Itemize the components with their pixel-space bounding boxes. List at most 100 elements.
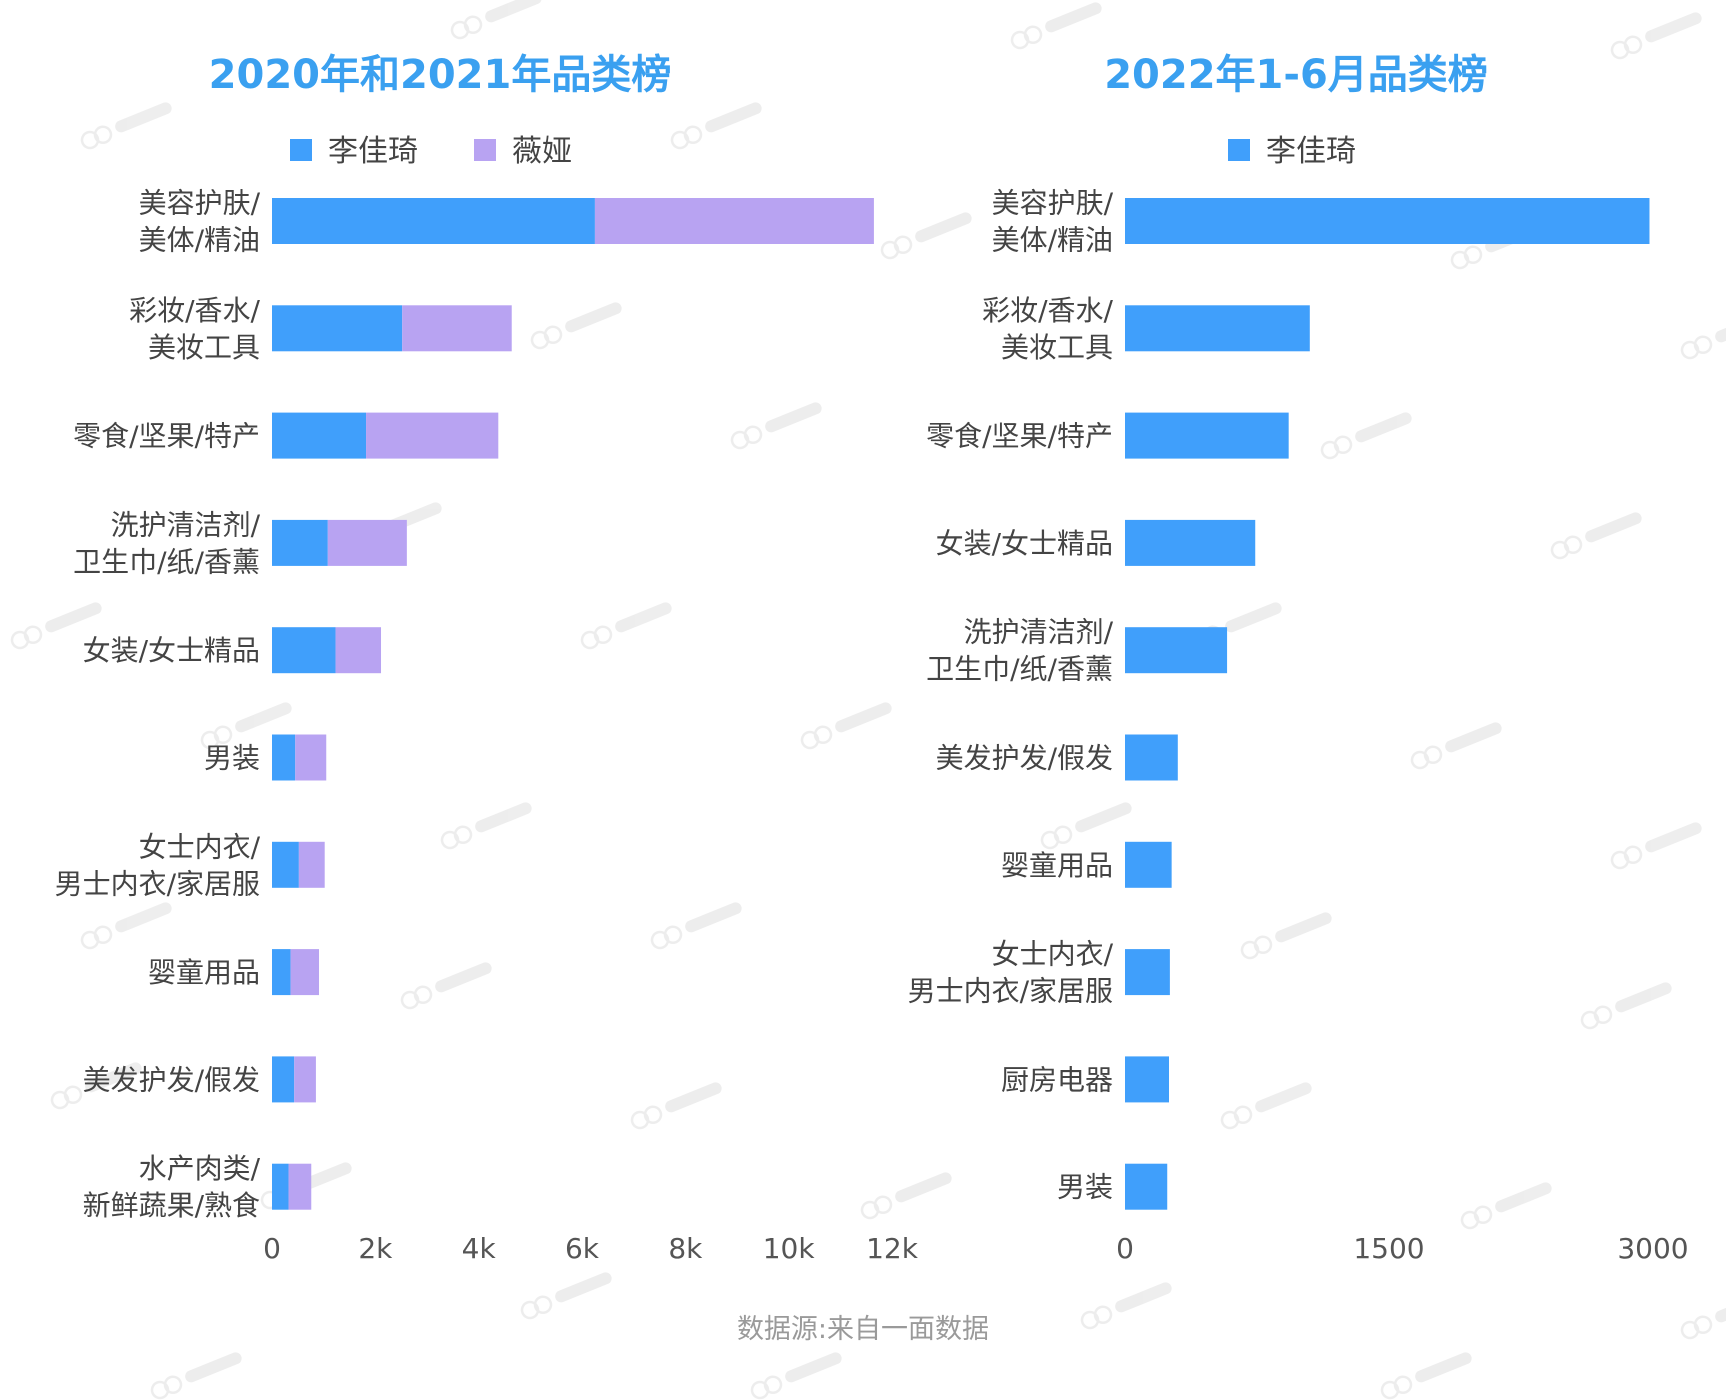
category-label: 水产肉类/新鲜蔬果/熟食 — [83, 1152, 261, 1222]
x-tick-label: 2k — [358, 1232, 393, 1265]
bar-li — [1125, 1163, 1168, 1210]
bar-wei — [402, 305, 512, 352]
bar-li — [272, 198, 595, 244]
watermark-logo — [1680, 1292, 1726, 1340]
watermark-logo — [1240, 912, 1332, 960]
watermark-logo — [1610, 12, 1702, 60]
watermark-logo — [200, 702, 292, 750]
watermark-logo — [880, 212, 972, 260]
bar-wei — [294, 1056, 316, 1103]
legend-swatch — [1228, 139, 1250, 161]
category-label: 美发护发/假发 — [83, 1063, 260, 1096]
category-label: 零食/坚果/特产 — [926, 420, 1113, 453]
watermark-logo — [10, 602, 102, 650]
bar-wei — [295, 734, 327, 781]
watermark-logo — [730, 402, 822, 450]
watermark-logo — [50, 1062, 142, 1110]
bar-li — [272, 1163, 289, 1210]
watermark-logo — [1220, 1082, 1312, 1130]
category-label: 零食/坚果/特产 — [73, 420, 260, 453]
watermark-logo — [1550, 512, 1642, 560]
category-label: 美容护肤/美体/精油 — [139, 187, 261, 257]
chart-title: 2020年和2021年品类榜 — [209, 52, 672, 98]
watermark-logo — [1320, 412, 1412, 460]
legend-label: 李佳琦 — [1266, 134, 1356, 169]
bar-li — [1125, 841, 1172, 888]
category-label: 女装/女士精品 — [936, 527, 1113, 560]
watermark-logo — [670, 102, 762, 150]
x-tick-label: 10k — [763, 1232, 816, 1265]
watermark-logo — [1040, 802, 1132, 850]
bar-li — [1125, 519, 1256, 566]
bar-wei — [327, 519, 407, 566]
category-label: 厨房电器 — [1001, 1063, 1113, 1096]
legend-swatch — [474, 139, 496, 161]
category-label: 男装 — [1057, 1171, 1113, 1204]
bar-wei — [290, 949, 320, 996]
bar-li — [1125, 949, 1170, 996]
x-tick-label: 12k — [866, 1232, 919, 1265]
bar-li — [272, 305, 403, 352]
watermark-logo — [530, 302, 622, 350]
watermark-logo — [1460, 1182, 1552, 1230]
legend-swatch — [290, 139, 312, 161]
bar-li — [1125, 734, 1178, 781]
bar-li — [272, 841, 299, 888]
watermark-logo — [630, 1082, 722, 1130]
watermark-logo — [400, 962, 492, 1010]
watermark-logo — [450, 0, 542, 40]
category-label: 女士内衣/男士内衣/家居服 — [55, 830, 261, 900]
category-label: 洗护清洁剂/卫生巾/纸/香薰 — [73, 508, 260, 578]
bar-wei — [366, 412, 499, 459]
watermark-logo — [860, 1172, 952, 1220]
watermark-logo — [1410, 722, 1502, 770]
category-label: 洗护清洁剂/卫生巾/纸/香薰 — [926, 616, 1113, 686]
category-label: 婴童用品 — [148, 956, 260, 989]
watermark-logo — [1080, 1282, 1172, 1330]
x-tick-label: 0 — [263, 1232, 281, 1265]
bar-li — [1125, 1056, 1169, 1103]
watermark-logo — [150, 1352, 242, 1400]
bar-li — [272, 949, 291, 996]
bar-li — [1125, 305, 1310, 352]
bar-li — [1125, 198, 1650, 244]
bar-wei — [594, 198, 874, 244]
x-tick-label: 1500 — [1353, 1232, 1424, 1265]
watermark-logo — [80, 902, 172, 950]
watermark-logo — [1680, 312, 1726, 360]
bar-li — [272, 627, 336, 674]
category-label: 彩妆/香水/美妆工具 — [129, 294, 260, 364]
bar-li — [272, 412, 367, 459]
bar-wei — [335, 627, 382, 674]
data-source-note: 数据源:来自一面数据 — [737, 1314, 989, 1345]
category-label: 美发护发/假发 — [936, 742, 1113, 775]
category-label: 女士内衣/男士内衣/家居服 — [908, 938, 1114, 1008]
watermark-logo — [1010, 2, 1102, 50]
watermark-logo — [750, 1352, 842, 1400]
bar-li — [272, 1056, 295, 1103]
bar-li — [1125, 412, 1289, 459]
category-label: 男装 — [204, 742, 260, 775]
watermark-logo — [440, 802, 532, 850]
category-label: 女装/女士精品 — [83, 634, 260, 667]
x-tick-label: 8k — [668, 1232, 703, 1265]
category-label: 婴童用品 — [1001, 849, 1113, 882]
watermark-logo — [650, 902, 742, 950]
chart-2022-h1: 2022年1-6月品类榜李佳琦美容护肤/美体/精油彩妆/香水/美妆工具零食/坚果… — [908, 52, 1689, 1265]
bar-wei — [298, 841, 325, 888]
x-tick-label: 0 — [1116, 1232, 1134, 1265]
bar-wei — [288, 1163, 312, 1210]
x-tick-label: 3000 — [1617, 1232, 1688, 1265]
bar-li — [272, 519, 328, 566]
watermark-logo — [1580, 982, 1672, 1030]
legend-label: 李佳琦 — [328, 134, 418, 169]
watermark-logo — [1380, 1352, 1472, 1400]
x-tick-label: 4k — [462, 1232, 497, 1265]
watermark-logo — [800, 702, 892, 750]
x-tick-label: 6k — [565, 1232, 600, 1265]
watermark-logo — [520, 1272, 612, 1320]
category-label: 美容护肤/美体/精油 — [992, 187, 1114, 257]
legend-label: 薇娅 — [512, 134, 572, 169]
